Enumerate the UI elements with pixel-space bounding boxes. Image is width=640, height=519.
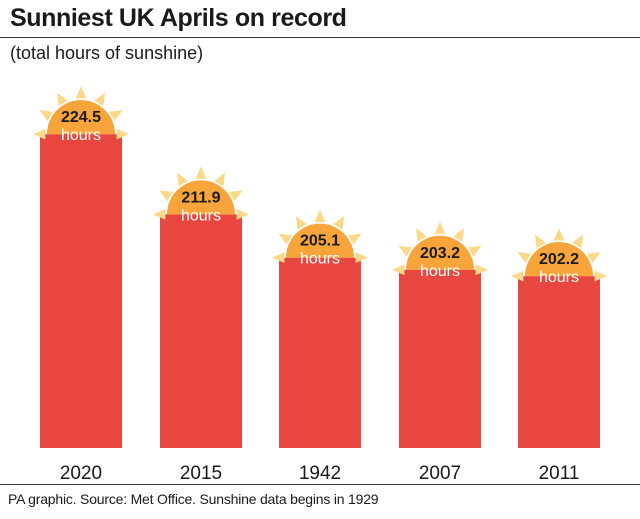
sun-ray [57, 92, 68, 107]
sun-ray [39, 110, 53, 122]
x-tick-label: 2011 [539, 463, 580, 484]
title-divider [0, 37, 640, 38]
sun-ray [94, 92, 105, 107]
sun-icon [272, 209, 368, 264]
chart-title: Sunniest UK Aprils on record [10, 4, 347, 32]
footer-divider [0, 484, 640, 485]
sun-icon [392, 221, 488, 276]
data-label: 211.9 [181, 189, 220, 206]
sun-ray [33, 128, 46, 140]
sun-ray [116, 128, 129, 140]
x-tick-label: 1942 [299, 463, 341, 484]
sun-icon [33, 86, 129, 140]
bar [279, 257, 361, 448]
bar [40, 134, 122, 449]
unit-label: hours [181, 207, 221, 224]
bar [160, 214, 242, 448]
x-tick-label: 2020 [60, 463, 102, 484]
sun-ray [416, 228, 427, 242]
sun-ray [434, 221, 446, 235]
sun-ray [214, 172, 225, 187]
unit-label: hours [539, 269, 579, 286]
unit-label: hours [420, 263, 460, 280]
sun-ray [278, 233, 292, 245]
sun-disc [406, 235, 474, 270]
data-label: 205.1 [300, 233, 340, 250]
sun-ray [553, 228, 565, 241]
chart-subtitle: (total hours of sunshine) [10, 43, 204, 63]
sun-ray [159, 190, 173, 202]
sun-disc [167, 180, 235, 215]
sun-ray [314, 209, 326, 223]
sun-icon [511, 228, 607, 282]
bar [518, 276, 600, 448]
sun-ray [296, 216, 307, 230]
sun-ray [153, 208, 166, 220]
data-label: 202.2 [539, 251, 579, 268]
data-label: 203.2 [420, 245, 460, 262]
sun-ray [355, 252, 368, 264]
sun-ray [594, 270, 607, 282]
bar [399, 269, 481, 448]
source-note: PA graphic. Source: Met Office. Sunshine… [8, 491, 379, 507]
sun-ray [587, 252, 601, 263]
sun-disc [525, 242, 593, 277]
sun-ray [517, 252, 531, 263]
sun-ray [195, 166, 207, 179]
sun-ray [535, 234, 546, 248]
sun-ray [475, 264, 488, 276]
sun-disc [286, 223, 354, 258]
sun-ray [511, 270, 524, 282]
sun-ray [468, 245, 482, 257]
x-tick-label: 2015 [180, 463, 222, 484]
sun-ray [392, 264, 405, 276]
sun-ray [229, 190, 243, 202]
sun-ray [75, 86, 87, 99]
sun-ray [348, 233, 362, 245]
sun-ray [177, 172, 188, 187]
sun-ray [333, 216, 344, 230]
sun-ray [572, 234, 583, 248]
sun-ray [236, 208, 249, 220]
sun-icon [153, 166, 249, 220]
unit-label: hours [300, 251, 340, 268]
x-tick-label: 2007 [419, 463, 461, 484]
sun-ray [398, 245, 412, 257]
sun-ray [109, 110, 123, 122]
data-label: 224.5 [61, 109, 101, 126]
sun-ray [272, 252, 285, 264]
unit-label: hours [61, 127, 101, 144]
sun-disc [47, 100, 115, 135]
sun-ray [453, 228, 464, 242]
